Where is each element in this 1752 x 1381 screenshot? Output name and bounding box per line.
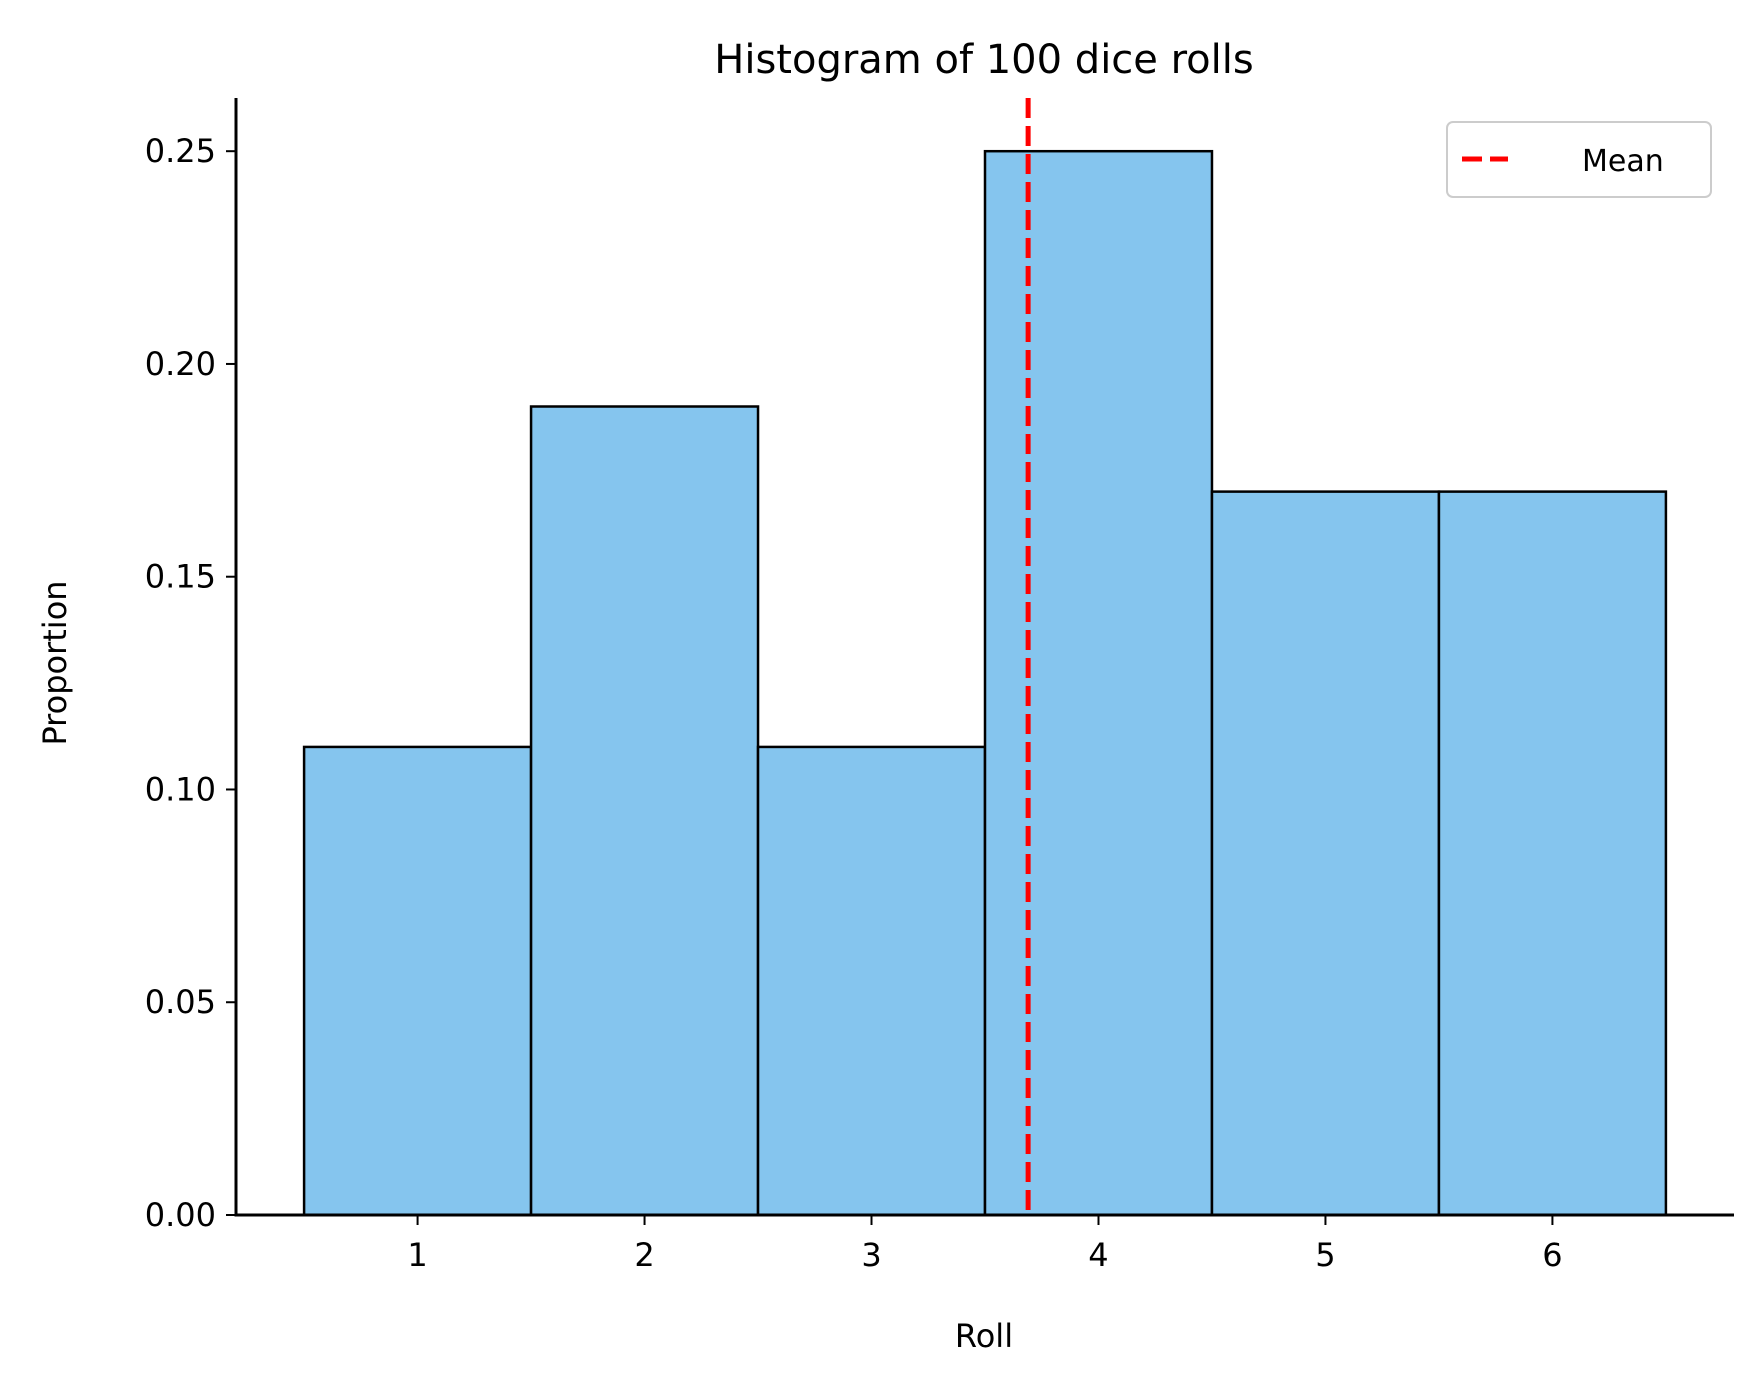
x-tick-label: 2 xyxy=(634,1236,654,1274)
bar-6 xyxy=(1437,490,1668,1217)
y-tick-label: 0.20 xyxy=(145,345,216,383)
y-tick-label: 0.00 xyxy=(145,1196,216,1234)
x-tick-label: 6 xyxy=(1542,1236,1562,1274)
x-tick-label: 3 xyxy=(861,1236,881,1274)
chart-title: Histogram of 100 dice rolls xyxy=(714,37,1253,83)
y-axis-label: Proportion xyxy=(36,580,74,745)
x-tick-label: 4 xyxy=(1088,1236,1108,1274)
y-tick-label: 0.15 xyxy=(145,558,216,596)
bar-1 xyxy=(302,745,533,1217)
y-tick-label: 0.25 xyxy=(145,132,216,170)
x-tick-label: 1 xyxy=(407,1236,427,1274)
bar-3 xyxy=(756,745,987,1217)
bar-5 xyxy=(1210,490,1441,1217)
axes-group xyxy=(234,98,1734,1217)
x-axis-label: Roll xyxy=(955,1317,1013,1355)
y-tick-label: 0.05 xyxy=(145,983,216,1021)
x-ticks-group: 1 2 3 4 5 6 xyxy=(407,1215,1563,1274)
legend-mean-label: Mean xyxy=(1582,144,1664,179)
y-ticks-group: 0.00 0.05 0.10 0.15 0.20 0.25 xyxy=(145,132,236,1234)
legend-frame xyxy=(1446,121,1712,198)
x-tick-label: 5 xyxy=(1315,1236,1335,1274)
y-tick-label: 0.10 xyxy=(145,770,216,808)
bar-2 xyxy=(529,405,760,1217)
bar-4 xyxy=(983,149,1214,1217)
legend: Mean xyxy=(1446,121,1712,198)
bars-group xyxy=(302,149,1668,1217)
